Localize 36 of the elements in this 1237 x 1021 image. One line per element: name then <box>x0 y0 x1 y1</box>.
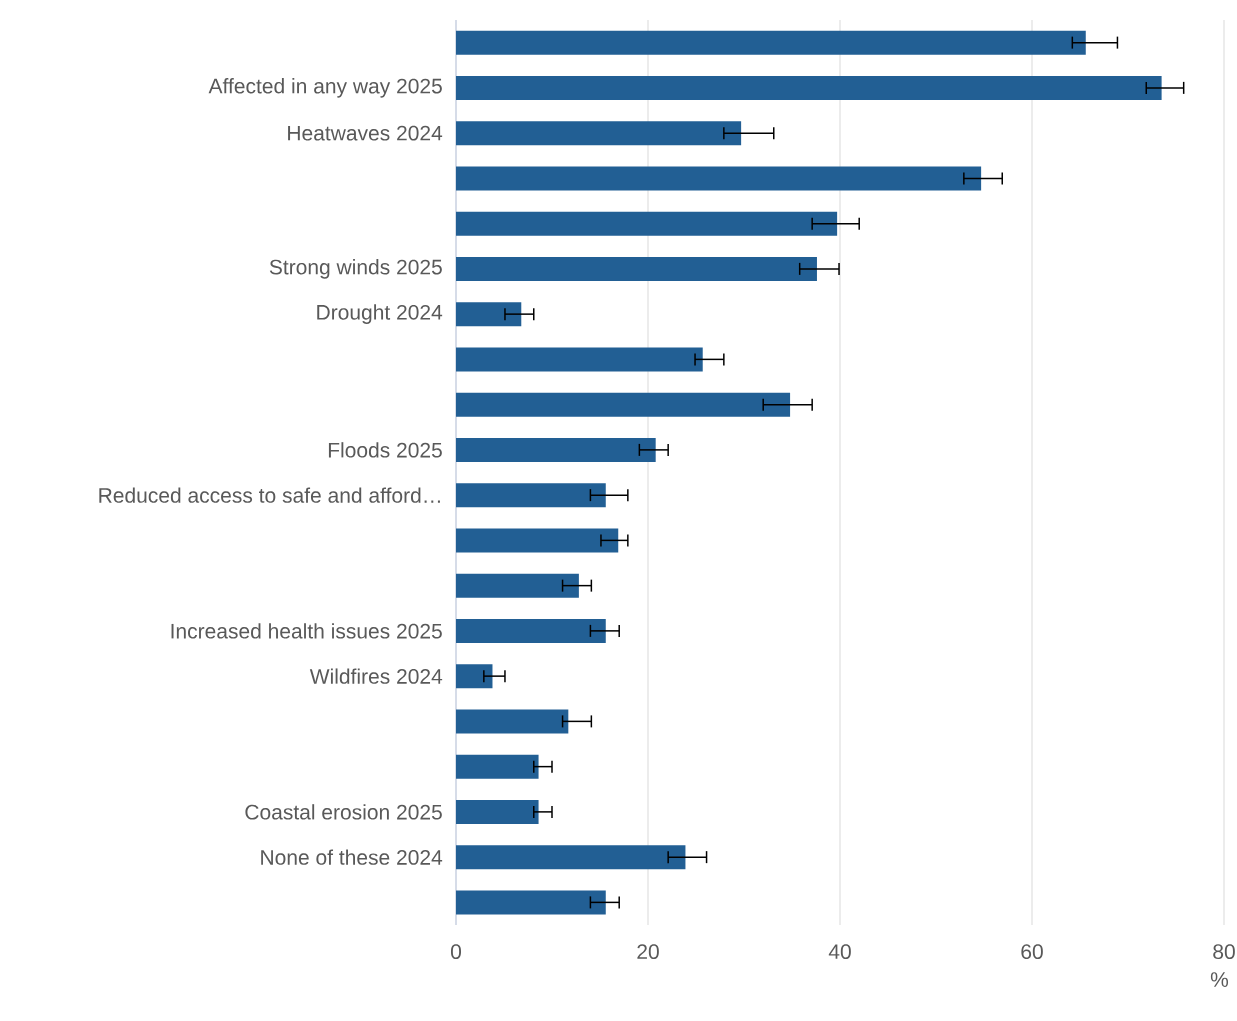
bar <box>456 75 1162 100</box>
x-axis-title: % <box>1210 972 1229 987</box>
bar <box>456 121 742 146</box>
bar <box>456 302 522 327</box>
y-tick-label: Reduced access to safe and afford… <box>99 487 440 503</box>
bar <box>456 573 579 598</box>
bar <box>456 799 539 824</box>
bar <box>456 392 791 417</box>
x-tick-label: 40 <box>828 944 851 960</box>
y-tick-label: Drought 2024 <box>317 304 443 324</box>
x-tick-label: 0 <box>450 944 462 960</box>
y-tick-label: Affected in any way 2025 <box>208 78 442 98</box>
bar <box>456 664 493 689</box>
bar <box>456 437 656 462</box>
y-tick-label: Increased health issues 2025 <box>171 623 442 639</box>
bar <box>456 618 606 643</box>
x-tick-label: 80 <box>1213 944 1235 960</box>
bar <box>456 890 606 915</box>
y-tick-label: Strong winds 2025 <box>269 259 442 279</box>
y-tick-label: Floods 2025 <box>328 442 442 458</box>
y-tick-label: Coastal erosion 2025 <box>245 804 442 820</box>
bar <box>456 709 569 734</box>
x-tick-label: 20 <box>637 944 659 960</box>
bar <box>456 30 1086 55</box>
bar <box>456 166 982 191</box>
x-tick-label: 60 <box>1021 944 1043 960</box>
y-tick-label: Wildfires 2024 <box>309 668 443 684</box>
y-tick-label: None of these 2024 <box>261 849 443 865</box>
bar <box>456 347 703 372</box>
bar <box>456 528 619 553</box>
bar <box>456 845 686 870</box>
bar <box>456 754 539 779</box>
bar <box>456 211 838 236</box>
bar <box>456 483 606 508</box>
y-tick-label: Heatwaves 2024 <box>288 125 443 141</box>
bar <box>456 256 817 281</box>
